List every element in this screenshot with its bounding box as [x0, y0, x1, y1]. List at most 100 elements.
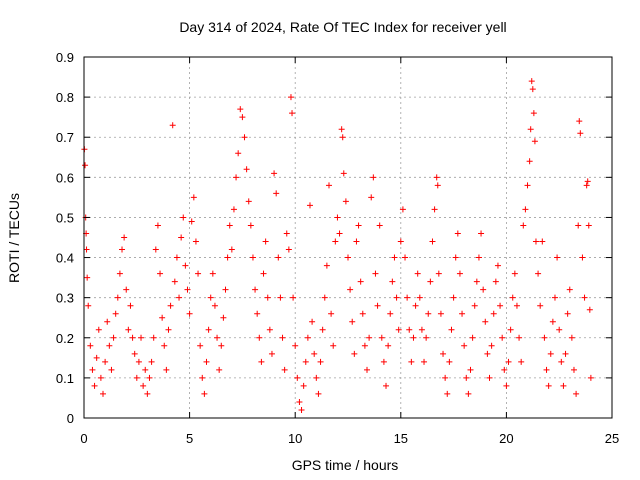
data-point [528, 78, 535, 85]
x-tick-label: 25 [605, 431, 619, 446]
data-point [205, 326, 212, 333]
data-point [339, 134, 346, 141]
y-tick-label: 0 [67, 411, 74, 426]
data-point [509, 294, 516, 301]
data-point [129, 334, 136, 341]
data-point [347, 286, 354, 293]
data-point [448, 326, 455, 333]
data-point [152, 246, 159, 253]
data-point [465, 390, 472, 397]
data-point [503, 382, 510, 389]
data-point [279, 334, 286, 341]
data-point [243, 166, 250, 173]
data-point [332, 238, 339, 245]
y-tick-label: 0.7 [56, 130, 74, 145]
data-point [480, 286, 487, 293]
data-point [478, 230, 485, 237]
y-tick-label: 0.4 [56, 251, 74, 266]
data-point [306, 202, 313, 209]
data-point [300, 382, 307, 389]
data-point [418, 326, 425, 333]
data-point [435, 270, 442, 277]
data-point [338, 126, 345, 133]
data-point [433, 174, 440, 181]
data-point [188, 218, 195, 225]
data-point [214, 334, 221, 341]
data-point [230, 206, 237, 213]
data-point [266, 326, 273, 333]
y-axis-ticks: 0 0.1 0.2 0.3 0.4 0.5 0.6 0.7 0.8 0.9 [56, 50, 612, 426]
data-point [516, 334, 523, 341]
data-point [376, 222, 383, 229]
data-point [140, 382, 147, 389]
data-point [340, 170, 347, 177]
data-point [351, 350, 358, 357]
data-point [395, 326, 402, 333]
data-point [186, 310, 193, 317]
data-point [83, 246, 90, 253]
data-point [558, 358, 565, 365]
data-point [171, 278, 178, 285]
data-point [165, 326, 172, 333]
data-point [254, 310, 261, 317]
data-point [321, 294, 328, 301]
data-point [444, 390, 451, 397]
y-tick-label: 0.8 [56, 90, 74, 105]
data-point [471, 302, 478, 309]
data-point [410, 334, 417, 341]
data-point [180, 214, 187, 221]
data-point [87, 342, 94, 349]
data-point [260, 270, 267, 277]
data-point [245, 198, 252, 205]
data-point [82, 162, 89, 169]
data-point [431, 206, 438, 213]
y-tick-label: 0.6 [56, 170, 74, 185]
data-point [203, 358, 210, 365]
data-point [585, 222, 592, 229]
data-point [452, 254, 459, 261]
data-point [545, 382, 552, 389]
data-point [237, 106, 244, 113]
chart-title: Day 314 of 2024, Rate Of TEC Index for r… [179, 19, 506, 35]
data-point [302, 358, 309, 365]
data-point [406, 326, 413, 333]
data-point [292, 342, 299, 349]
data-point [315, 390, 322, 397]
data-point [173, 254, 180, 261]
data-point [473, 278, 480, 285]
data-point [490, 310, 497, 317]
data-point [446, 358, 453, 365]
x-tick-label: 0 [80, 431, 87, 446]
data-point [531, 138, 538, 145]
data-point [97, 374, 104, 381]
data-point [209, 270, 216, 277]
data-point [334, 214, 341, 221]
data-point [222, 286, 229, 293]
data-point [522, 206, 529, 213]
data-point [404, 294, 411, 301]
data-point [157, 270, 164, 277]
data-point [216, 366, 223, 373]
data-point [539, 238, 546, 245]
x-tick-label: 20 [499, 431, 513, 446]
data-point [304, 334, 311, 341]
data-point [323, 262, 330, 269]
data-point [527, 126, 534, 133]
data-point [364, 366, 371, 373]
data-point [568, 334, 575, 341]
data-point [114, 294, 121, 301]
data-point [330, 342, 337, 349]
data-point [461, 342, 468, 349]
data-point [397, 238, 404, 245]
data-point [402, 254, 409, 261]
data-point [570, 366, 577, 373]
y-tick-label: 0.1 [56, 371, 74, 386]
data-point [290, 294, 297, 301]
data-point [163, 366, 170, 373]
data-point [529, 86, 536, 93]
data-point [353, 238, 360, 245]
data-point [176, 294, 183, 301]
data-point [258, 358, 265, 365]
data-point [564, 310, 571, 317]
